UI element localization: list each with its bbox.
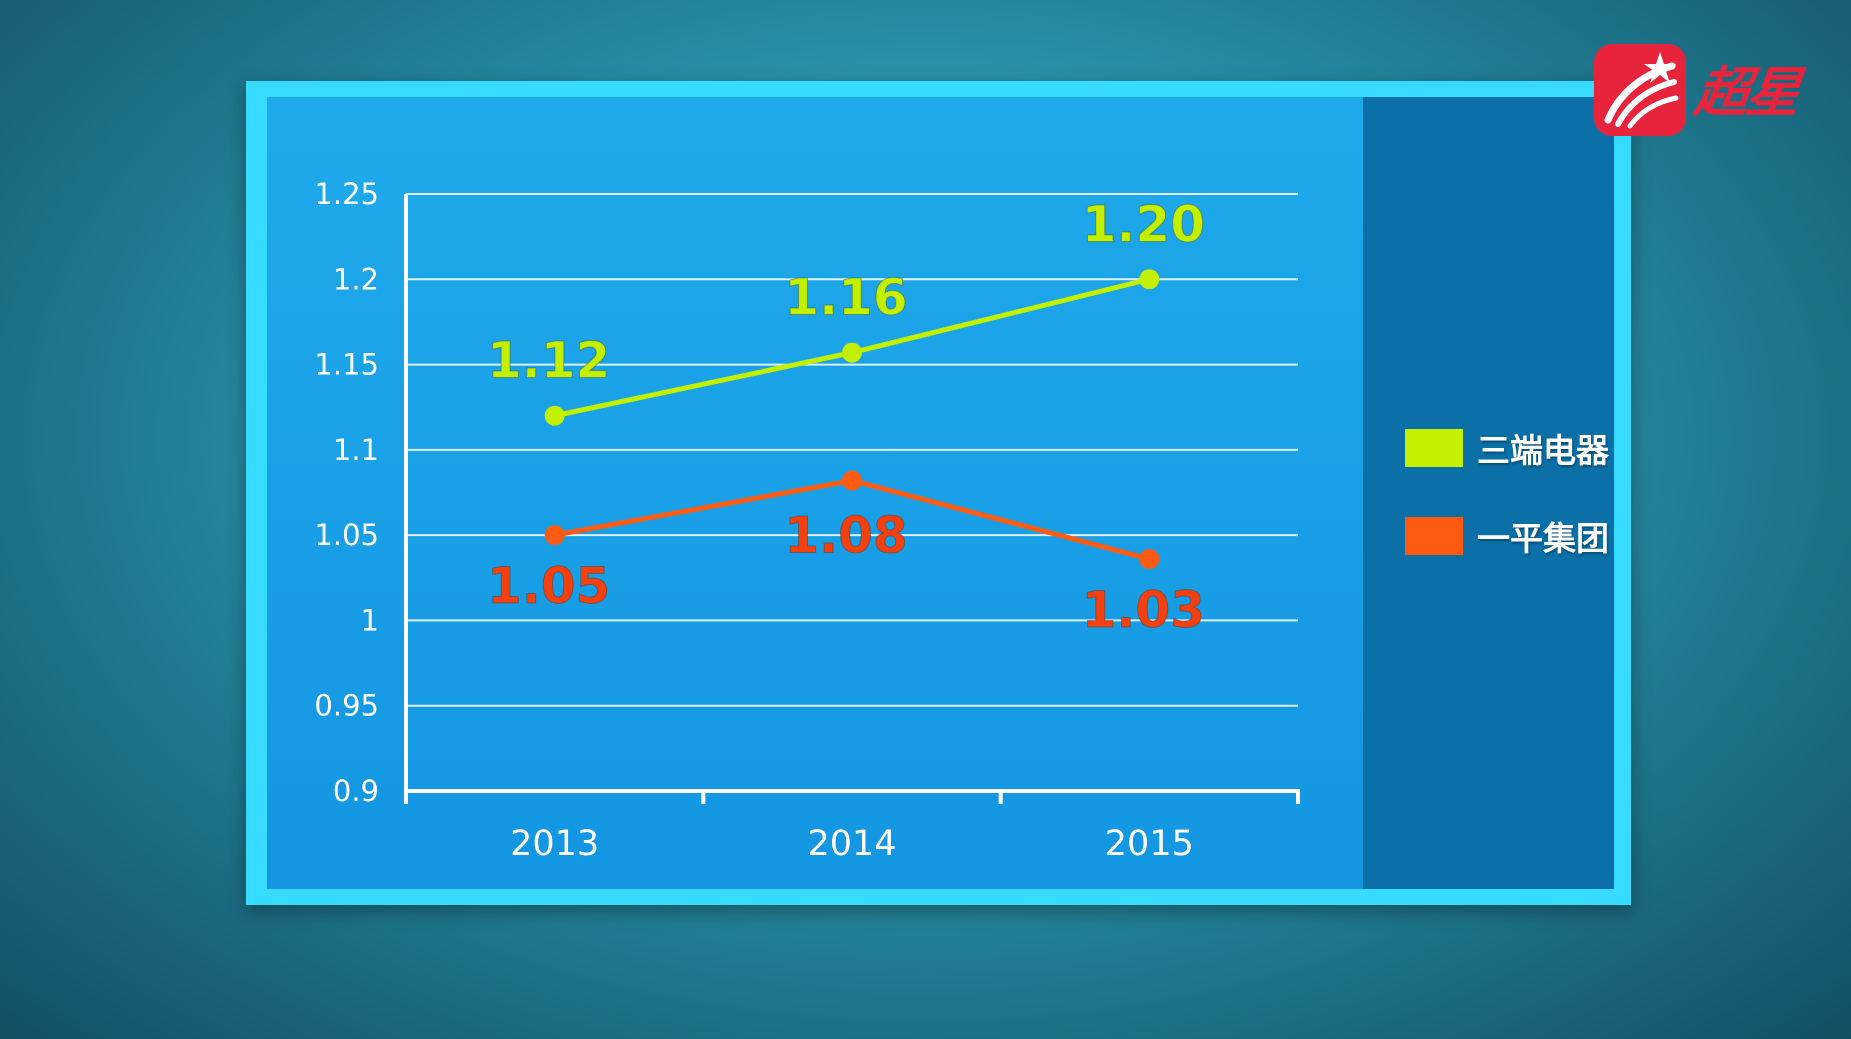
data-label-series-1: 1.12 (487, 332, 610, 390)
y-tick-label: 1.25 (314, 177, 379, 211)
x-tick-label: 2015 (1105, 824, 1194, 864)
data-label-series-2: 1.05 (487, 557, 610, 615)
x-tick-label: 2013 (510, 824, 599, 864)
y-tick-label: 0.95 (314, 689, 379, 723)
data-label-series-1: 1.16 (784, 269, 907, 327)
legend-label-series-1: 三端电器 (1477, 431, 1609, 470)
y-tick-label: 1.1 (333, 433, 379, 467)
x-tick-label: 2014 (807, 824, 896, 864)
data-point-series-2 (1139, 549, 1160, 570)
line-chart: 0.9 0.95 1 1.05 1.1 1.15 1.2 1.25 2013 2014 2015 1.… (314, 177, 1300, 864)
data-point-series-2 (544, 525, 565, 546)
y-tick-label: 1.05 (314, 518, 379, 552)
legend-swatch-series-2 (1405, 517, 1463, 555)
legend-swatch-series-1 (1405, 429, 1463, 467)
legend-label-series-2: 一平集团 (1477, 519, 1609, 558)
legend-item-series-2: 一平集团 (1405, 516, 1609, 558)
data-point-series-1 (1139, 269, 1160, 290)
y-tick-label: 1.15 (314, 348, 379, 382)
chart-card: 0.9 0.95 1 1.05 1.1 1.15 1.2 1.25 2013 2014 2015 1.… (246, 81, 1631, 905)
legend-item-series-1: 三端电器 (1405, 428, 1609, 470)
brand-logo-icon (1594, 44, 1686, 136)
data-point-series-1 (842, 342, 862, 363)
data-point-series-1 (544, 405, 565, 426)
y-tick-label: 1.2 (333, 262, 379, 296)
y-tick-label: 0.9 (333, 774, 379, 808)
y-tick-label: 1 (361, 603, 379, 637)
brand-wordmark: 超星 (1690, 60, 1802, 124)
chart-legend: 三端电器 一平集团 (1363, 97, 1614, 889)
data-point-series-2 (842, 470, 862, 491)
data-label-series-1: 1.20 (1082, 195, 1205, 253)
data-label-series-2: 1.03 (1082, 581, 1205, 639)
chart-plot-panel: 0.9 0.95 1 1.05 1.1 1.15 1.2 1.25 2013 2014 2015 1.… (267, 97, 1363, 889)
data-label-series-2: 1.08 (784, 507, 907, 565)
